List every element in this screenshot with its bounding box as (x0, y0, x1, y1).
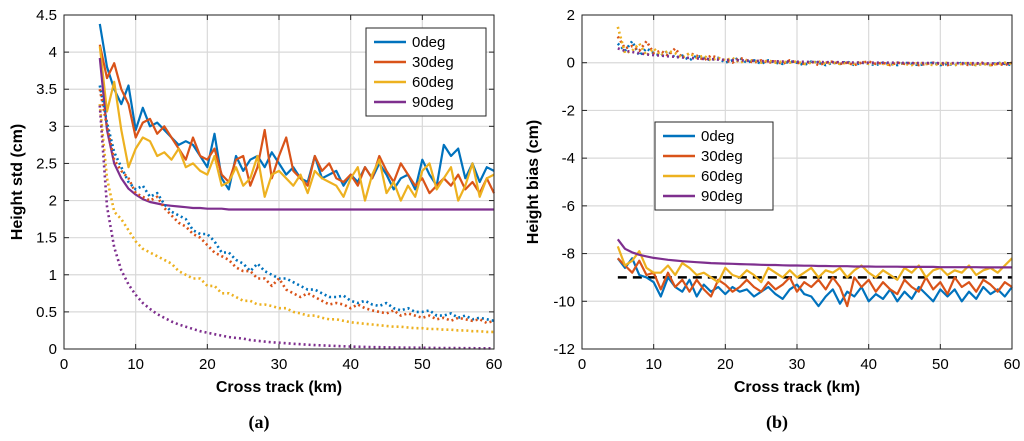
panel-b-grid (581, 14, 1013, 350)
series-line-30deg-solid (98, 44, 495, 195)
x-tick-label: 10 (645, 356, 662, 373)
legend-label-60deg: 60deg (701, 168, 743, 185)
y-tick-label: 2.5 (36, 155, 57, 172)
x-tick-label: 40 (860, 356, 877, 373)
series-line-0deg-solid (616, 257, 1013, 308)
y-tick-label: -2 (562, 102, 575, 119)
x-tick-label: 60 (1004, 356, 1021, 373)
series-line-0deg-dotted (98, 85, 495, 323)
y-tick-label: 0 (49, 341, 57, 358)
x-tick-label: 60 (486, 356, 503, 373)
y-tick-label: -10 (553, 293, 575, 310)
series-line-60deg-solid (98, 46, 495, 202)
x-tick-label: 10 (127, 356, 144, 373)
series-line-0deg-solid (98, 23, 495, 191)
series-line-60deg-solid (616, 246, 1013, 284)
x-tick-label: 0 (578, 356, 586, 373)
x-tick-label: 20 (717, 356, 734, 373)
y-tick-label: 0 (567, 55, 575, 72)
panel-a-x-axis-title: Cross track (km) (216, 379, 342, 396)
panel-a-y-axis-title: Height std (cm) (9, 124, 26, 240)
panel-a-caption: (a) (249, 412, 270, 433)
series-line-30deg-dotted (98, 88, 495, 325)
panel-b-y-axis-title: Height bias (cm) (525, 120, 542, 244)
series-line-30deg-solid (617, 257, 1013, 308)
y-tick-label: 4 (49, 44, 57, 61)
series-line-90deg-solid (616, 238, 1012, 269)
x-tick-label: 40 (342, 356, 359, 373)
y-tick-label: -8 (562, 246, 575, 263)
x-tick-label: 20 (199, 356, 216, 373)
panel-b-caption: (b) (766, 412, 788, 433)
legend-label-30deg: 30deg (701, 148, 743, 165)
y-tick-label: -4 (562, 150, 575, 167)
y-tick-label: 2 (49, 193, 57, 210)
legend-label-90deg: 90deg (412, 94, 454, 111)
panel-a-legend: 0deg 30deg 60deg 90deg (365, 27, 487, 117)
y-tick-label: 3.5 (36, 81, 57, 98)
panel-a-axes: 0 10 20 30 40 50 60 0 0.5 1 1.5 2 2.5 3 3.5 4 4.5 (36, 7, 502, 373)
panel-b-chart: 0 10 20 30 40 50 60 -12 -10 -8 -6 -4 -2 0 2 0deg 30deg 60… (525, 7, 1020, 433)
panel-a-series (98, 23, 495, 350)
legend-label-30deg: 30deg (412, 54, 454, 71)
series-line-90deg-dotted (617, 47, 1012, 65)
y-tick-label: 2 (567, 7, 575, 24)
panel-b-axes: 0 10 20 30 40 50 60 -12 -10 -8 -6 -4 -2 0 2 (553, 7, 1020, 373)
panel-b-series (616, 26, 1013, 308)
legend-label-90deg: 90deg (701, 188, 743, 205)
legend-label-0deg: 0deg (412, 34, 445, 51)
y-tick-label: -12 (553, 341, 575, 358)
y-tick-label: 3 (49, 118, 57, 135)
y-tick-label: 4.5 (36, 7, 57, 24)
panel-b-x-axis-title: Cross track (km) (734, 379, 860, 396)
x-tick-label: 30 (271, 356, 288, 373)
y-tick-label: 1 (49, 267, 57, 284)
legend-label-0deg: 0deg (701, 128, 734, 145)
x-tick-label: 50 (414, 356, 431, 373)
y-tick-label: 1.5 (36, 230, 57, 247)
legend-label-60deg: 60deg (412, 74, 454, 91)
panel-a-chart: 0 10 20 30 40 50 60 0 0.5 1 1.5 2 2.5 3 3.5 4 4.5 0deg 30d… (9, 7, 502, 433)
x-tick-label: 0 (60, 356, 68, 373)
y-tick-label: -6 (562, 198, 575, 215)
panel-b-legend: 0deg 30deg 60deg 90deg (654, 121, 774, 211)
y-tick-label: 0.5 (36, 304, 57, 321)
x-tick-label: 30 (789, 356, 806, 373)
series-line-60deg-dotted (98, 103, 494, 334)
x-tick-label: 50 (932, 356, 949, 373)
